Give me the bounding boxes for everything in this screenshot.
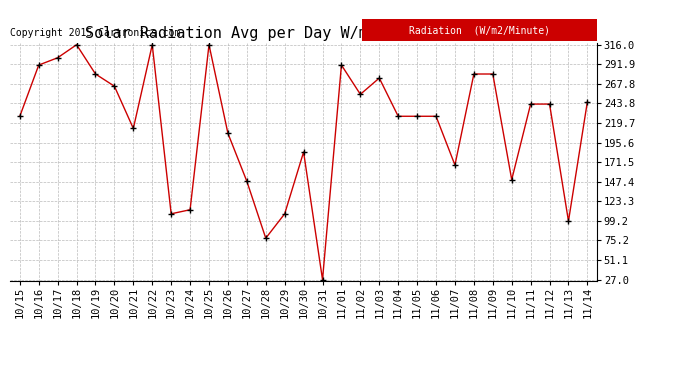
Text: Copyright 2015 Cartronics.com: Copyright 2015 Cartronics.com [10,28,181,38]
Text: Radiation  (W/m2/Minute): Radiation (W/m2/Minute) [409,25,550,35]
Title: Solar Radiation Avg per Day W/m2/minute 20151114: Solar Radiation Avg per Day W/m2/minute … [85,26,522,40]
FancyBboxPatch shape [362,19,597,41]
